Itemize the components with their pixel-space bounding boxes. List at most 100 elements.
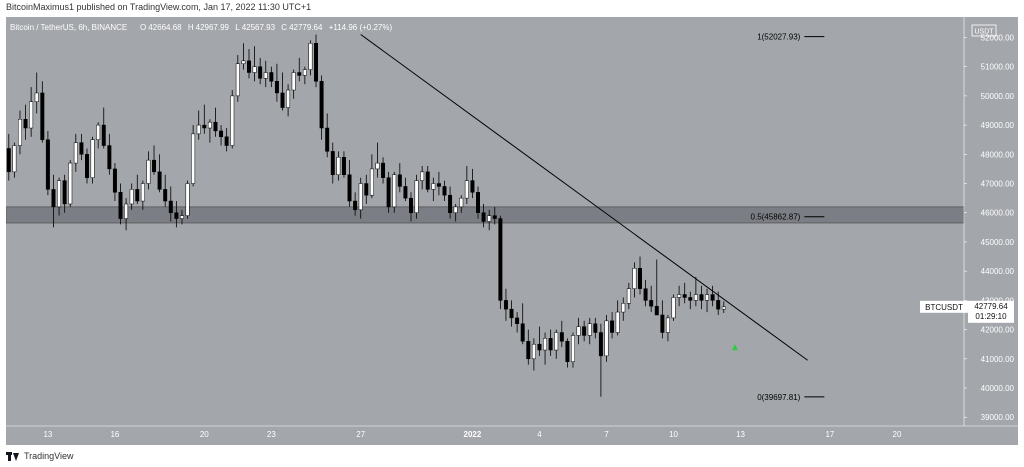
candle: [537, 326, 542, 356]
y-tick-label: 45000.00: [981, 238, 1015, 247]
close-value: 42779.64: [289, 23, 323, 32]
candle: [308, 40, 313, 76]
candle: [531, 338, 536, 371]
candle-body: [62, 180, 67, 205]
change-value: +114.96 (+0.27%): [329, 23, 393, 32]
y-tick-label: 50000.00: [981, 92, 1015, 101]
candle-body: [73, 142, 78, 164]
candle-body: [40, 92, 45, 140]
up-arrow-icon: [731, 344, 738, 351]
candle-body: [241, 60, 246, 64]
candle-body: [693, 294, 698, 301]
candle-body: [526, 341, 531, 360]
candle-body: [615, 311, 620, 333]
candle-body: [68, 162, 73, 205]
candle: [191, 125, 196, 187]
candle: [51, 174, 56, 228]
candle-body: [442, 186, 447, 196]
candle: [610, 312, 615, 339]
price-label-countdown: 01:29:10: [975, 312, 1007, 321]
candle-body: [699, 294, 704, 301]
candle: [258, 57, 263, 85]
candle: [621, 297, 626, 321]
fib-level-label: 0(39697.81): [757, 393, 800, 402]
candle-body: [291, 72, 296, 91]
candle: [386, 171, 391, 213]
candle-body: [34, 92, 39, 102]
candle-body: [515, 317, 520, 324]
x-tick-label: 17: [825, 430, 834, 439]
candle-body: [626, 288, 631, 304]
candle: [570, 332, 575, 368]
candle-body: [403, 186, 408, 199]
candle-body: [610, 320, 615, 333]
candle: [124, 198, 129, 231]
candle-body: [191, 133, 196, 184]
chart-background: [6, 17, 1018, 445]
candle: [12, 142, 17, 178]
open-value: 42664.68: [148, 23, 182, 32]
y-tick-label: 40000.00: [981, 384, 1015, 393]
candle: [112, 163, 117, 202]
candle: [559, 320, 564, 348]
candle: [330, 142, 335, 184]
candle: [6, 133, 11, 181]
candle-body: [347, 174, 352, 202]
currency-badge-box: [971, 24, 997, 37]
y-tick-label: 52000.00: [981, 33, 1015, 42]
candle-body: [688, 297, 693, 301]
candle-body: [129, 189, 134, 205]
candle-body: [386, 177, 391, 208]
candle-body: [297, 72, 302, 76]
x-tick-label: 20: [893, 430, 902, 439]
candle-body: [90, 139, 95, 178]
chart-area[interactable]: 1(52027.93) 0.5(45862.87) 0(39697.81) 5200…: [5, 17, 1018, 445]
candle-body: [531, 343, 536, 360]
candle: [207, 119, 212, 143]
candle: [34, 72, 39, 114]
candle-body: [230, 95, 235, 146]
candle-body: [219, 130, 224, 138]
candle: [358, 177, 363, 219]
candle: [224, 128, 229, 152]
x-tick-label: 13: [43, 430, 52, 439]
candle-body: [464, 180, 469, 199]
candle: [146, 151, 151, 190]
candle: [448, 186, 453, 219]
x-tick-label: 2022: [464, 430, 482, 439]
candle-body: [107, 145, 112, 170]
candle: [291, 69, 296, 99]
candle: [593, 317, 598, 339]
candle: [118, 183, 123, 225]
candle: [565, 338, 570, 368]
candle: [604, 314, 609, 362]
candle-body: [274, 81, 279, 94]
price-chart[interactable]: 1(52027.93) 0.5(45862.87) 0(39697.81) 5200…: [5, 17, 1018, 445]
descending-trendline: [360, 34, 808, 361]
candle-body: [314, 43, 319, 82]
currency-badge[interactable]: USDT: [971, 24, 997, 37]
candle: [414, 174, 419, 219]
candle: [101, 107, 106, 149]
candle-body: [258, 66, 263, 79]
published-line: BitcoinMaximus1 published on TradingView…: [6, 2, 312, 12]
candle-body: [459, 197, 464, 208]
candle-body: [224, 136, 229, 146]
candle: [453, 203, 458, 222]
y-tick-label: 41000.00: [981, 355, 1015, 364]
candle: [163, 174, 168, 207]
candle: [314, 34, 319, 88]
candle: [381, 157, 386, 184]
candle-body: [503, 300, 508, 310]
x-tick-label: 20: [200, 430, 209, 439]
candle: [476, 186, 480, 219]
candle: [582, 320, 587, 342]
candle-body: [163, 189, 168, 202]
candle: [543, 332, 548, 365]
candle-body: [392, 174, 397, 208]
candle-body: [710, 294, 715, 301]
candle-body: [498, 218, 503, 301]
candle-body: [570, 335, 575, 362]
candle-body: [85, 154, 89, 178]
candle-body: [487, 215, 492, 222]
